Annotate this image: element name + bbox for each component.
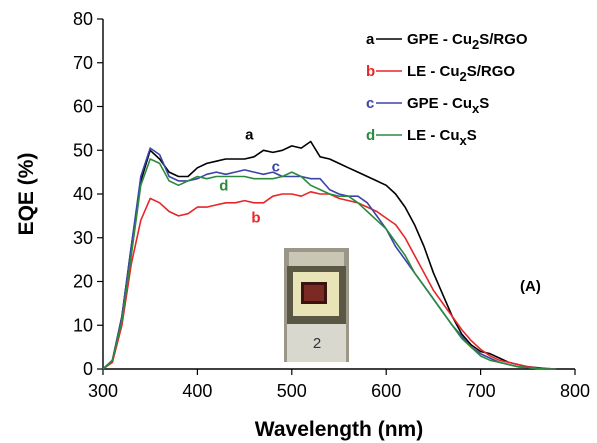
y-tick-label-10: 10 [73, 315, 93, 335]
x-tick-label-700: 700 [466, 381, 496, 401]
y-tick-label-60: 60 [73, 97, 93, 117]
y-tick-label-30: 30 [73, 228, 93, 248]
series-line-c [102, 147, 557, 370]
legend-entry-a: GPE - Cu2S/RGO [407, 31, 528, 52]
curve-label-b: b [251, 209, 260, 226]
legend-letter-d: d [366, 127, 375, 144]
legend-entry-c: GPE - CuxS [407, 95, 489, 116]
device-photo-inset: 2 [284, 248, 349, 362]
legend-entry-b: LE - Cu2S/RGO [407, 63, 515, 84]
x-axis-title: Wavelength (nm) [255, 418, 423, 441]
legend-letter-b: b [366, 63, 375, 80]
x-tick-label-600: 600 [371, 381, 401, 401]
y-tick-label-70: 70 [73, 53, 93, 73]
y-tick-label-80: 80 [73, 9, 93, 29]
curve-label-c: c [272, 158, 280, 175]
legend-letter-c: c [366, 95, 374, 112]
curve-label-d: d [219, 178, 228, 195]
x-tick-label-400: 400 [182, 381, 212, 401]
x-tick-label-300: 300 [88, 381, 118, 401]
series-line-a [102, 140, 557, 370]
y-axis-title: EQE (%) [15, 153, 38, 236]
y-tick-label-50: 50 [73, 140, 93, 160]
y-tick-label-0: 0 [83, 359, 93, 379]
legend-entry-d: LE - CuxS [407, 127, 477, 148]
legend-letter-a: a [366, 31, 375, 48]
series-line-d [102, 158, 557, 370]
device-photo-annotation: 2 [313, 335, 321, 352]
panel-label: (A) [520, 278, 541, 295]
x-tick-label-800: 800 [560, 381, 590, 401]
curve-label-a: a [245, 126, 254, 143]
y-tick-label-40: 40 [73, 184, 93, 204]
y-tick-label-20: 20 [73, 272, 93, 292]
x-tick-label-500: 500 [277, 381, 307, 401]
